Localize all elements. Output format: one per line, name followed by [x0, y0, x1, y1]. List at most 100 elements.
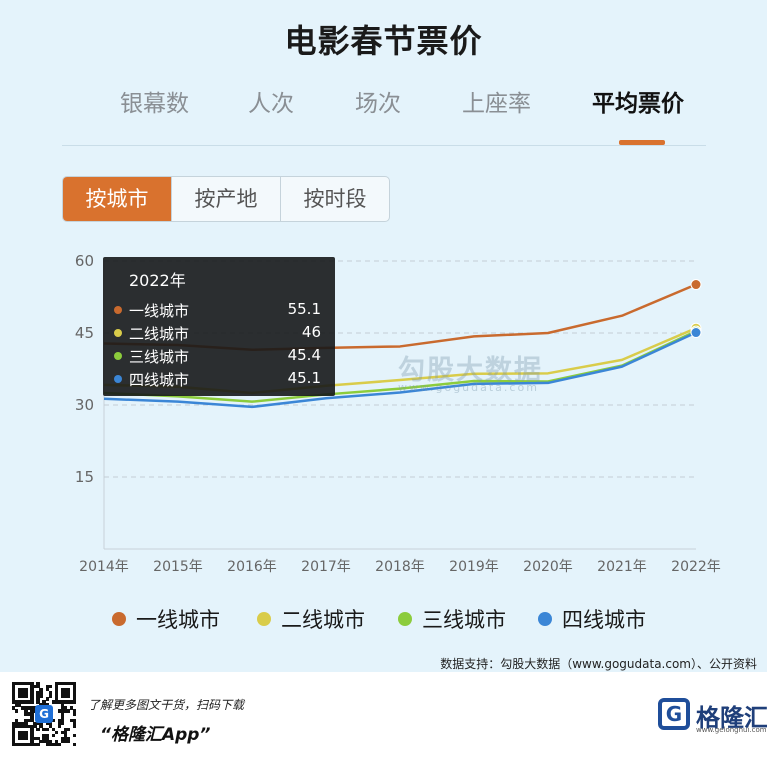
- qr-module: [48, 724, 52, 728]
- qr-module: [42, 727, 46, 732]
- qr-module: [60, 712, 65, 716]
- qr-module: [12, 694, 16, 698]
- qr-module: [12, 706, 16, 710]
- qr-module: [18, 730, 22, 735]
- line-chart[interactable]: 15 30 45 60 2014年 2015年 2016年 2017年 2018年 2019年 20…: [40, 240, 740, 585]
- segment-by-timeslot[interactable]: 按时段: [303, 187, 367, 211]
- qr-module: [30, 718, 34, 722]
- qr-module: [51, 733, 55, 738]
- qr-module: [45, 697, 49, 701]
- qr-module: [21, 694, 25, 698]
- qr-module: [42, 700, 46, 704]
- qr-module: [24, 706, 28, 710]
- tooltip-row: 三线城市 45.4: [111, 345, 321, 367]
- qr-module: [36, 685, 40, 689]
- app-name: “格隆汇App”: [100, 725, 211, 745]
- y-tick-label: 60: [75, 252, 94, 270]
- qr-module: [36, 736, 40, 741]
- segment-by-origin[interactable]: 按产地: [172, 177, 281, 221]
- qr-module: [66, 694, 71, 698]
- qr-module: [72, 724, 77, 728]
- tab-screens[interactable]: 银幕数: [120, 91, 189, 117]
- qr-module: [63, 688, 68, 692]
- qr-module: [51, 727, 55, 732]
- qr-module: [57, 742, 62, 747]
- qr-module: [72, 742, 77, 747]
- page-title: 电影春节票价: [284, 22, 483, 60]
- legend-dot-icon: [538, 612, 552, 626]
- qr-module: [15, 709, 19, 713]
- qr-module: [12, 727, 16, 732]
- qr-module: [39, 739, 43, 744]
- qr-module: [54, 688, 58, 692]
- qr-module: [60, 703, 65, 707]
- qr-module: [36, 697, 40, 701]
- promo-text: 了解更多图文干货，扫码下载: [88, 698, 245, 712]
- tab-attendance[interactable]: 人次: [248, 91, 294, 117]
- qr-module: [12, 697, 16, 701]
- qr-module: [45, 739, 49, 744]
- qr-module: [21, 691, 25, 695]
- qr-module: [54, 730, 58, 735]
- qr-module: [15, 703, 19, 707]
- qr-module: [66, 709, 71, 713]
- qr-module: [39, 724, 43, 728]
- qr-module: [57, 700, 62, 704]
- qr-module: [24, 709, 28, 713]
- qr-module: [12, 733, 16, 738]
- qr-module: [60, 715, 65, 719]
- qr-module: [45, 685, 49, 689]
- y-tick-label: 30: [75, 396, 94, 414]
- tooltip-series-value: 45.4: [287, 346, 321, 364]
- legend-label: 四线城市: [562, 608, 646, 632]
- qr-module: [72, 682, 77, 686]
- series-dot-icon: [114, 329, 122, 337]
- qr-module: [30, 697, 34, 701]
- qr-module: [18, 688, 22, 692]
- qr-module: [72, 709, 77, 713]
- metric-tabs: 银幕数 人次 场次 上座率 平均票价: [105, 84, 715, 124]
- qr-module: [30, 739, 34, 744]
- qr-module: [60, 706, 65, 710]
- tab-avg-price[interactable]: 平均票价: [592, 91, 684, 117]
- qr-module: [51, 742, 55, 747]
- qr-module: [12, 691, 16, 695]
- qr-module: [30, 709, 34, 713]
- qr-module: [18, 724, 22, 728]
- qr-module: [72, 718, 77, 722]
- qr-module: [30, 712, 34, 716]
- qr-code[interactable]: G: [12, 682, 77, 747]
- qr-module: [30, 691, 34, 695]
- qr-module: [27, 718, 31, 722]
- segment-by-city[interactable]: 按城市: [63, 177, 172, 221]
- tab-occupancy[interactable]: 上座率: [462, 91, 531, 117]
- x-tick-label: 2016年: [227, 559, 277, 575]
- qr-module: [24, 688, 28, 692]
- qr-module: [18, 691, 22, 695]
- qr-module: [69, 682, 74, 686]
- qr-module: [63, 682, 68, 686]
- qr-module: [72, 697, 77, 701]
- brand-name: 格隆汇: [696, 704, 767, 732]
- qr-module: [21, 724, 25, 728]
- qr-module: [27, 682, 31, 686]
- qr-module: [63, 709, 68, 713]
- qr-module: [60, 739, 65, 744]
- legend-label: 二线城市: [281, 608, 365, 632]
- tab-shows[interactable]: 场次: [355, 91, 401, 117]
- group-by-segmented-control: 按城市 按产地 按时段: [62, 176, 390, 222]
- qr-module: [24, 694, 28, 698]
- qr-module: [12, 724, 16, 728]
- qr-module: [39, 688, 43, 692]
- qr-module: [12, 685, 16, 689]
- y-tick-label: 45: [75, 324, 94, 342]
- qr-module: [24, 721, 28, 725]
- qr-module: [24, 682, 28, 686]
- qr-module: [45, 742, 49, 747]
- qr-module: [12, 682, 16, 686]
- qr-module: [60, 718, 65, 722]
- qr-module: [60, 721, 65, 725]
- qr-module: [21, 706, 25, 710]
- qr-module: [36, 691, 40, 695]
- qr-module: [30, 685, 34, 689]
